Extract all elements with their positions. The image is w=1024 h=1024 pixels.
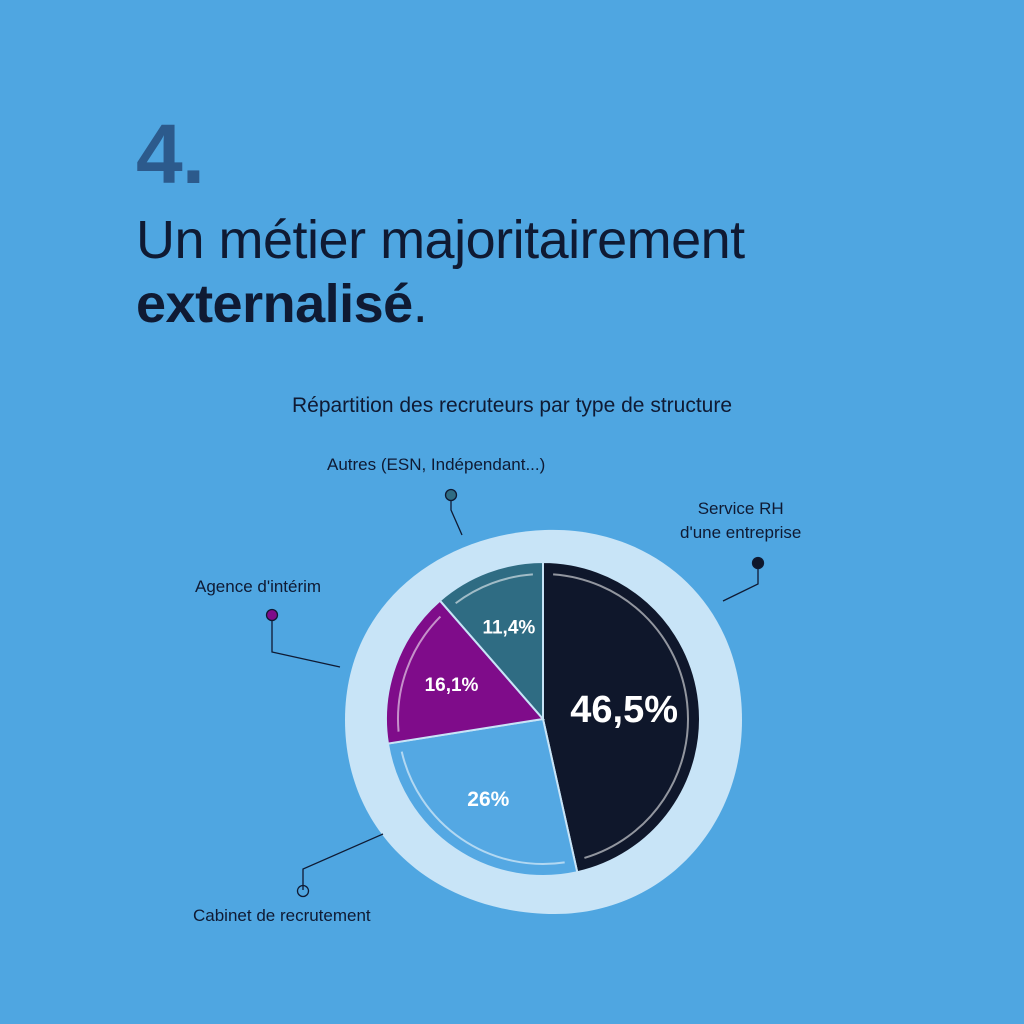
headline: Un métier majoritairement externalisé.	[136, 208, 745, 336]
pie-slice-autres	[438, 560, 544, 722]
leader-line-autres	[450, 495, 463, 536]
leader-dot-agence	[265, 608, 279, 622]
pie-label-service-rh: 46,5%	[570, 689, 678, 731]
callout-service-rh: Service RH d'une entreprise	[680, 497, 801, 545]
pie-label-cabinet: 26%	[467, 788, 509, 811]
headline-bold: externalisé	[136, 274, 413, 334]
pie-label-agence: 16,1%	[425, 675, 479, 696]
pie-slice-cabinet	[386, 717, 579, 877]
leader-dot-autres	[444, 488, 458, 502]
leader-line-cabinet	[302, 833, 384, 890]
pie-slice-service-rh-accent-arc	[553, 573, 689, 859]
leader-line-agence	[271, 615, 341, 668]
chart-title: Répartition des recruteurs par type de s…	[291, 394, 733, 417]
leader-dot-cabinet	[296, 884, 310, 898]
headline-line-1: Un métier majoritairement	[136, 210, 745, 270]
callout-autres: Autres (ESN, Indépendant...)	[327, 455, 546, 474]
callout-service-rh-line-1: Service RH	[697, 499, 784, 518]
callout-cabinet: Cabinet de recrutement	[193, 906, 371, 925]
pie-slice-agence-accent-arc	[397, 615, 442, 732]
headline-line-2: externalisé.	[136, 272, 745, 336]
headline-period: .	[412, 274, 428, 334]
callout-service-rh-line-2: d'une entreprise	[680, 523, 802, 542]
pie-label-autres: 11,4%	[482, 617, 535, 638]
pie-slice-cabinet-accent-arc	[400, 751, 565, 865]
leader-dot-service-rh	[751, 556, 765, 570]
pie-slice-service-rh	[542, 560, 701, 874]
callout-agence: Agence d'intérim	[195, 577, 322, 596]
step-number: 4.	[136, 107, 205, 201]
leader-line-service-rh	[722, 562, 759, 602]
pie-slice-agence	[385, 599, 545, 745]
pie-slice-autres-accent-arc	[455, 573, 533, 605]
